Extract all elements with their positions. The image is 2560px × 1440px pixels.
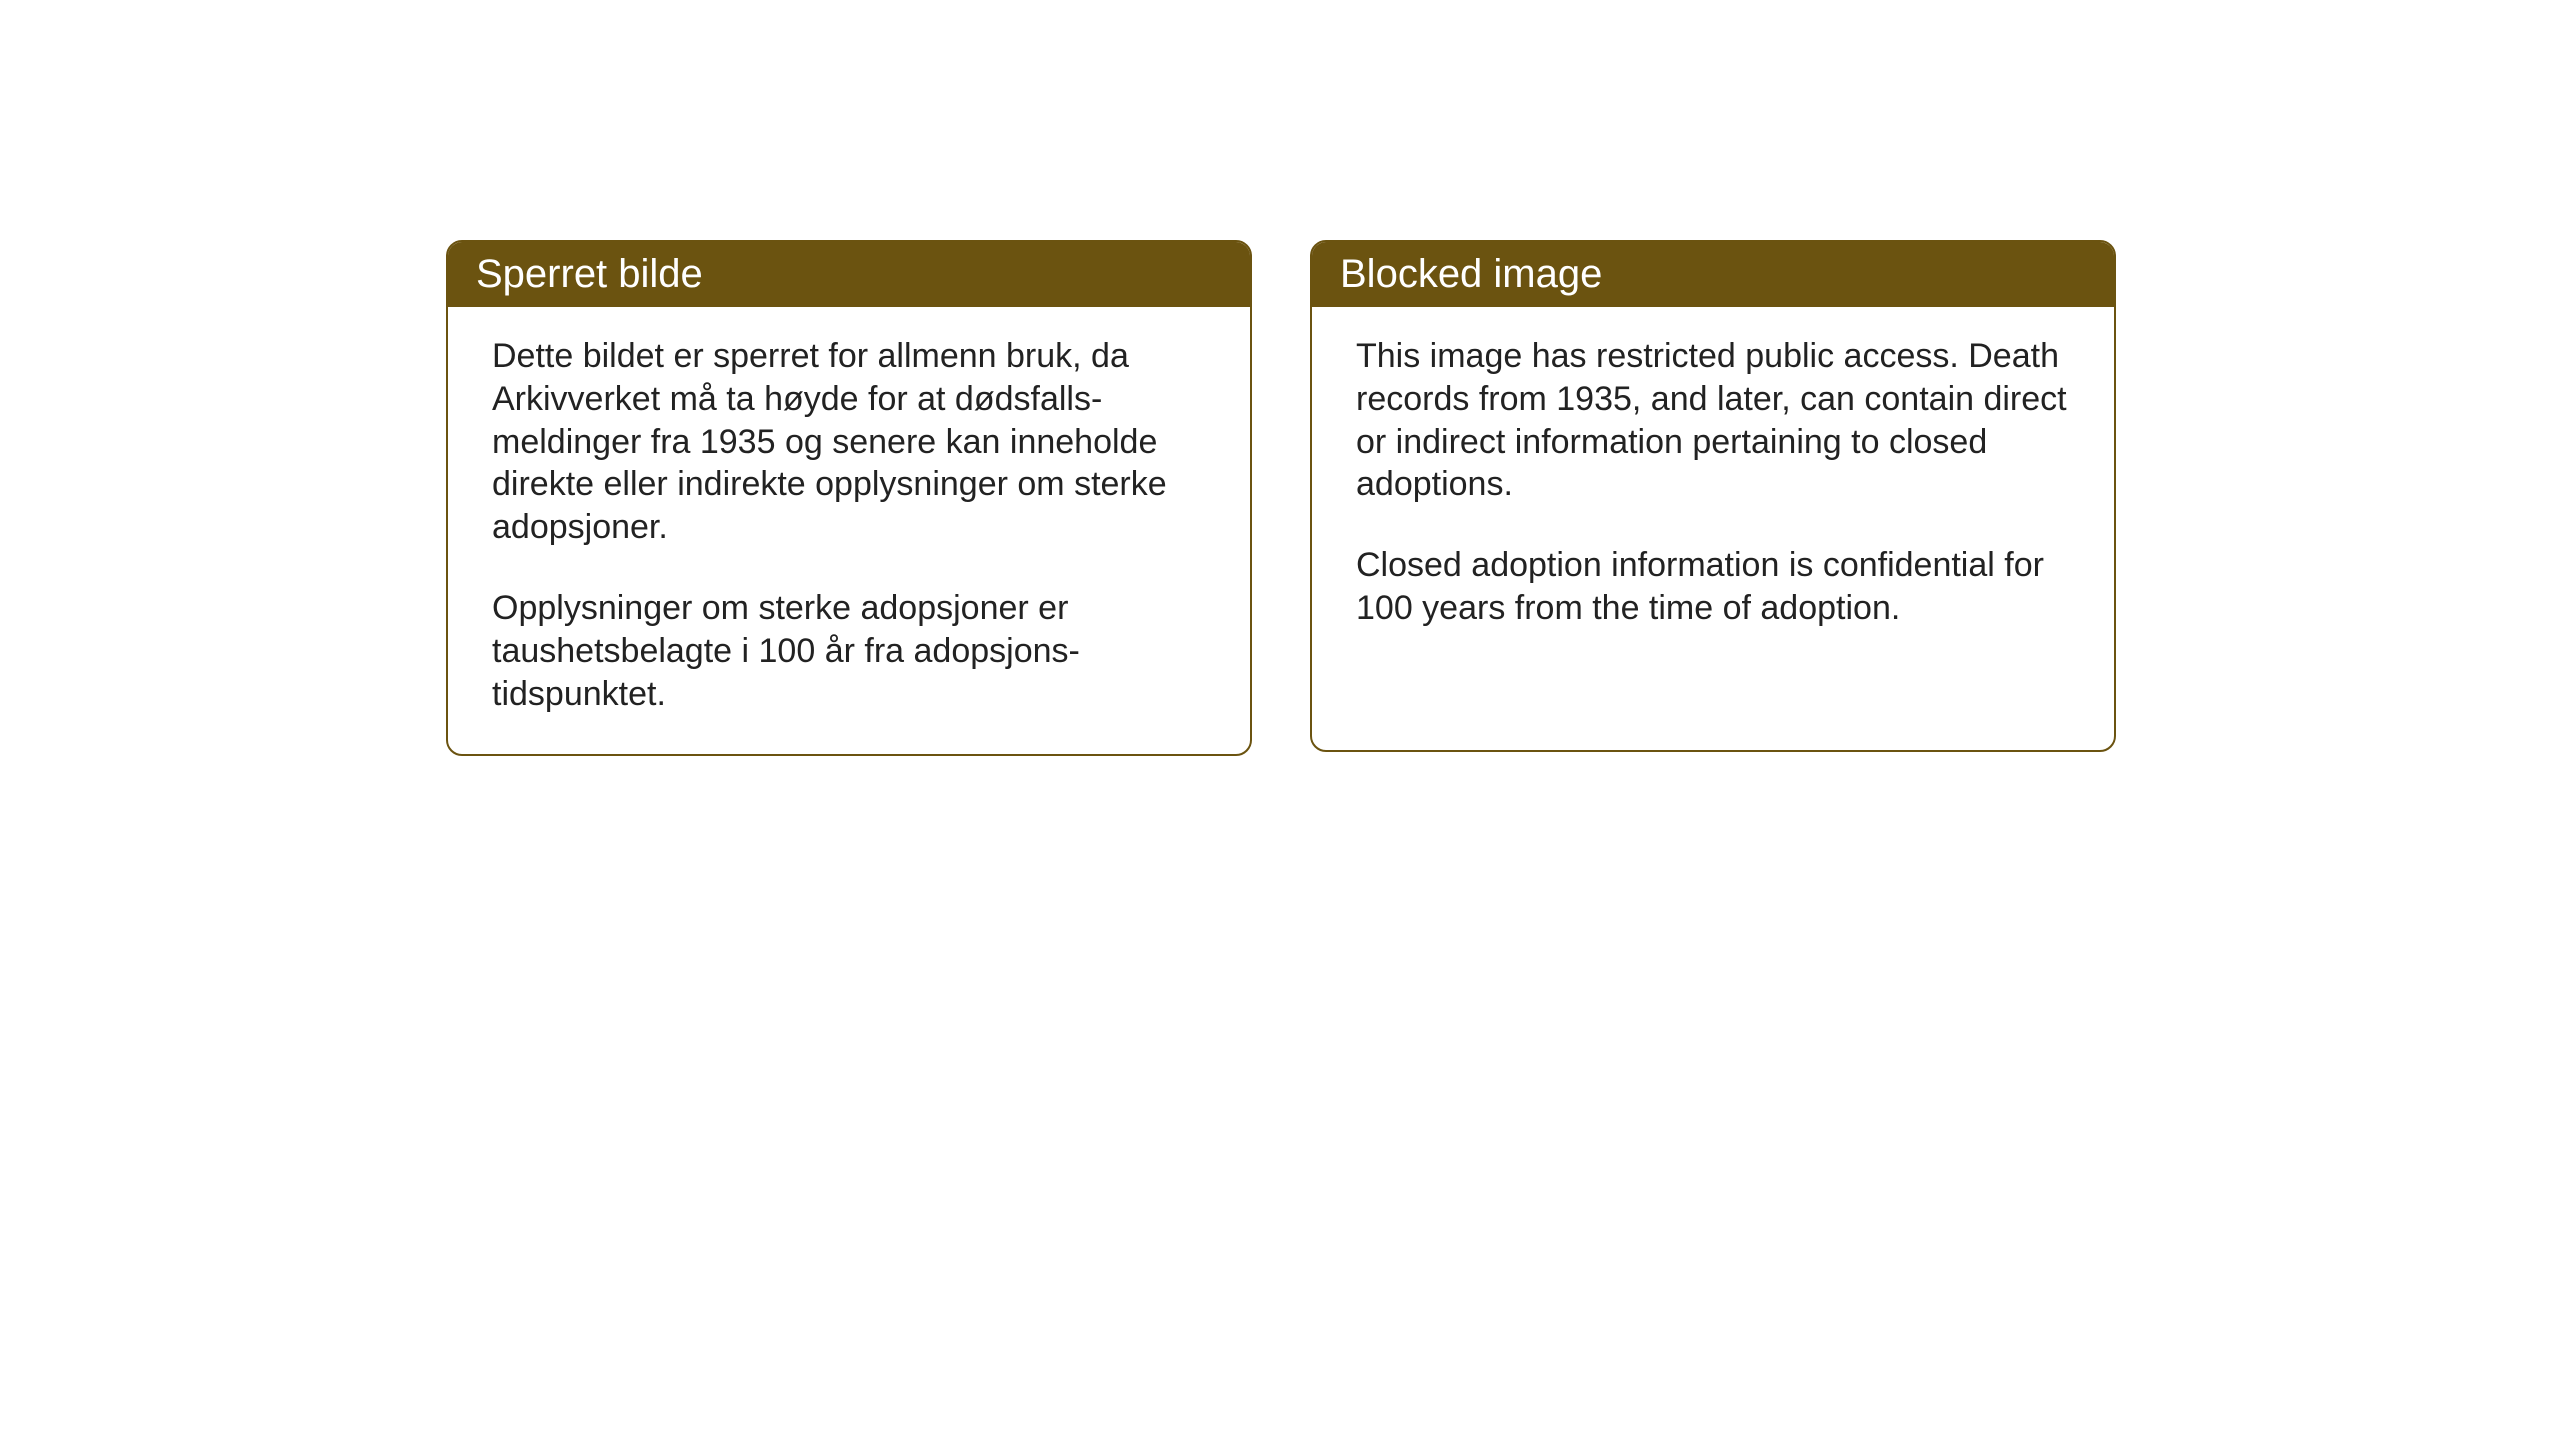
notice-header-norwegian: Sperret bilde — [448, 242, 1250, 307]
notice-paragraph-1-english: This image has restricted public access.… — [1356, 335, 2070, 506]
notice-container: Sperret bilde Dette bildet er sperret fo… — [446, 240, 2116, 756]
notice-header-english: Blocked image — [1312, 242, 2114, 307]
notice-body-english: This image has restricted public access.… — [1312, 307, 2114, 668]
notice-paragraph-2-english: Closed adoption information is confident… — [1356, 544, 2070, 630]
notice-card-norwegian: Sperret bilde Dette bildet er sperret fo… — [446, 240, 1252, 756]
notice-paragraph-1-norwegian: Dette bildet er sperret for allmenn bruk… — [492, 335, 1206, 549]
notice-paragraph-2-norwegian: Opplysninger om sterke adopsjoner er tau… — [492, 587, 1206, 715]
notice-card-english: Blocked image This image has restricted … — [1310, 240, 2116, 752]
notice-body-norwegian: Dette bildet er sperret for allmenn bruk… — [448, 307, 1250, 754]
